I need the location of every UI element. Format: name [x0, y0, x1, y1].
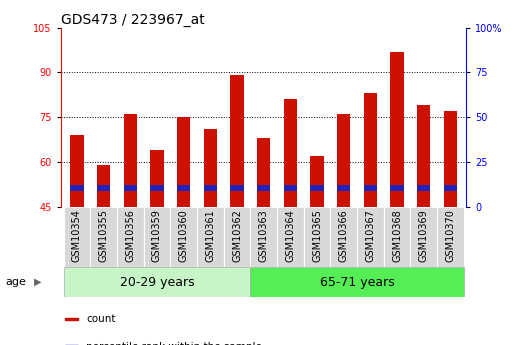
Text: ▶: ▶	[34, 277, 42, 287]
FancyBboxPatch shape	[144, 207, 170, 267]
Text: percentile rank within the sample: percentile rank within the sample	[86, 342, 262, 345]
FancyBboxPatch shape	[277, 207, 304, 267]
Bar	[311, 185, 324, 190]
Text: GSM10359: GSM10359	[152, 209, 162, 262]
Text: 20-29 years: 20-29 years	[120, 276, 195, 288]
Bar	[151, 185, 164, 190]
Bar	[231, 185, 244, 190]
Bar	[284, 99, 297, 207]
Bar	[177, 185, 190, 190]
Bar	[364, 185, 377, 190]
Text: GSM10361: GSM10361	[205, 209, 215, 262]
Bar	[64, 267, 250, 297]
Text: GDS473 / 223967_at: GDS473 / 223967_at	[61, 12, 205, 27]
Text: GSM10370: GSM10370	[445, 209, 455, 262]
FancyBboxPatch shape	[384, 207, 410, 267]
Bar	[250, 267, 464, 297]
Text: GSM10364: GSM10364	[285, 209, 295, 262]
Bar	[204, 185, 217, 190]
Bar	[257, 185, 270, 190]
FancyBboxPatch shape	[170, 207, 197, 267]
Text: GSM10367: GSM10367	[365, 209, 375, 262]
FancyBboxPatch shape	[410, 207, 437, 267]
FancyBboxPatch shape	[437, 207, 464, 267]
Bar	[70, 135, 84, 207]
Bar	[391, 51, 404, 207]
Bar	[391, 185, 404, 190]
Bar	[97, 185, 110, 190]
Text: GSM10362: GSM10362	[232, 209, 242, 262]
Text: GSM10368: GSM10368	[392, 209, 402, 262]
Bar	[70, 185, 84, 190]
Bar	[337, 185, 350, 190]
FancyBboxPatch shape	[304, 207, 330, 267]
Bar	[231, 76, 244, 207]
FancyBboxPatch shape	[330, 207, 357, 267]
Bar	[204, 129, 217, 207]
FancyBboxPatch shape	[357, 207, 384, 267]
FancyBboxPatch shape	[90, 207, 117, 267]
Bar	[444, 185, 457, 190]
Bar	[123, 185, 137, 190]
Bar	[65, 318, 78, 320]
Text: GSM10354: GSM10354	[72, 209, 82, 262]
Text: age: age	[5, 277, 26, 287]
Text: GSM10363: GSM10363	[259, 209, 269, 262]
FancyBboxPatch shape	[64, 207, 90, 267]
Bar	[257, 138, 270, 207]
Text: count: count	[86, 314, 116, 324]
Bar	[417, 185, 430, 190]
Bar	[151, 150, 164, 207]
Bar	[364, 93, 377, 207]
Bar	[123, 114, 137, 207]
Text: GSM10360: GSM10360	[179, 209, 189, 262]
Bar	[311, 156, 324, 207]
Text: GSM10356: GSM10356	[125, 209, 135, 262]
Text: GSM10355: GSM10355	[99, 209, 109, 262]
Text: GSM10366: GSM10366	[339, 209, 349, 262]
Bar	[97, 165, 110, 207]
Bar	[417, 105, 430, 207]
FancyBboxPatch shape	[250, 207, 277, 267]
Text: 65-71 years: 65-71 years	[320, 276, 394, 288]
Bar	[177, 117, 190, 207]
FancyBboxPatch shape	[197, 207, 224, 267]
Bar	[337, 114, 350, 207]
Bar	[284, 185, 297, 190]
Text: GSM10369: GSM10369	[419, 209, 429, 262]
FancyBboxPatch shape	[117, 207, 144, 267]
FancyBboxPatch shape	[224, 207, 250, 267]
Bar	[444, 111, 457, 207]
Text: GSM10365: GSM10365	[312, 209, 322, 262]
